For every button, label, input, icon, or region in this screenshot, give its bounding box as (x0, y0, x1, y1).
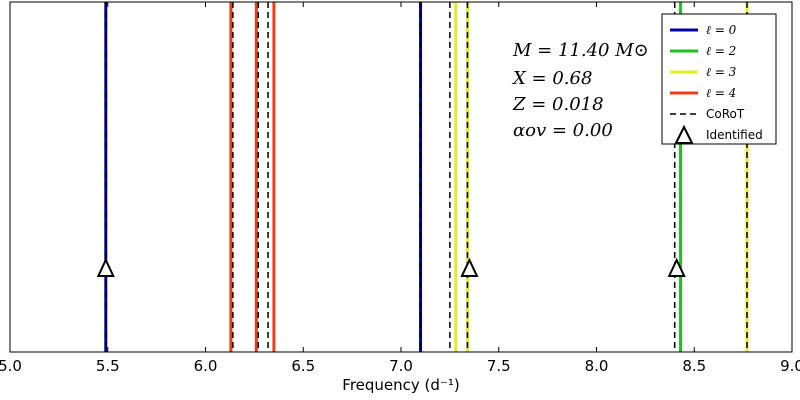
legend-label-l3: ℓ = 3 (706, 65, 737, 79)
plot-lines (104, 2, 749, 352)
annotation-z: Z = 0.018 (512, 94, 604, 115)
annotation-x: X = 0.68 (511, 68, 592, 89)
x-axis: 5.0 5.5 6.0 6.5 7.0 7.5 8.0 8.5 9.0 (0, 2, 800, 375)
identified-marker-0 (96, 257, 115, 277)
x-tick-label-3: 6.5 (291, 357, 315, 375)
legend-label-corot: CoRoT (706, 107, 745, 121)
legend-entries: ℓ = 0 ℓ = 2 ℓ = 3 ℓ = 4 CoRoT Identified (670, 23, 763, 144)
legend-label-l4: ℓ = 4 (706, 86, 736, 100)
x-axis-label: Frequency (d⁻¹) (342, 376, 459, 394)
x-tick-label-0: 5.0 (0, 357, 22, 375)
annotation-mass: M = 11.40 M⊙ (512, 40, 649, 61)
x-tick-label-8: 9.0 (780, 357, 800, 375)
plot-markers (96, 257, 686, 277)
parameter-annotations: M = 11.40 M⊙ X = 0.68 Z = 0.018 αov = 0.… (511, 40, 649, 141)
x-tick-label-2: 6.0 (194, 357, 218, 375)
legend-box (661, 13, 777, 145)
x-tick-label-1: 5.5 (96, 357, 120, 375)
annotation-alpha-ov: αov = 0.00 (513, 120, 613, 141)
legend-label-l2: ℓ = 2 (706, 44, 736, 58)
x-tick-label-5: 7.5 (487, 357, 511, 375)
identified-marker-1 (460, 257, 479, 277)
x-tick-label-6: 8.0 (585, 357, 609, 375)
identified-marker-2 (667, 257, 686, 277)
x-tick-label-4: 7.0 (389, 357, 413, 375)
legend: ℓ = 0 ℓ = 2 ℓ = 3 ℓ = 4 CoRoT Identified (661, 13, 777, 145)
legend-swatch-identified (674, 124, 694, 144)
legend-label-l0: ℓ = 0 (706, 23, 737, 37)
x-tick-label-7: 8.5 (682, 357, 706, 375)
legend-label-identified: Identified (706, 128, 763, 142)
